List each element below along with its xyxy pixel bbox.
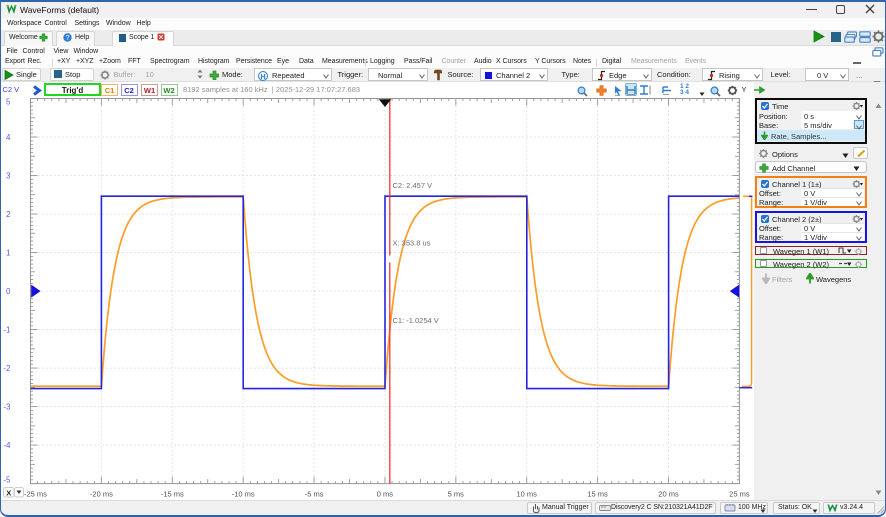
svg-text:-2: -2	[3, 364, 11, 373]
svg-text:1: 1	[6, 249, 11, 258]
svg-text:-25 ms: -25 ms	[24, 490, 47, 499]
svg-text:3: 3	[6, 172, 11, 181]
svg-text:-5 ms: -5 ms	[305, 490, 324, 499]
svg-text:25 ms: 25 ms	[729, 490, 750, 499]
svg-text:C2: 2.457 V: C2: 2.457 V	[393, 181, 433, 190]
svg-text:-20 ms: -20 ms	[90, 490, 113, 499]
svg-text:0: 0	[6, 287, 11, 296]
svg-text:10 ms: 10 ms	[516, 490, 537, 499]
svg-text:5: 5	[6, 98, 11, 107]
svg-text:20 ms: 20 ms	[658, 490, 679, 499]
svg-text:5 ms: 5 ms	[448, 490, 465, 499]
svg-text:-1: -1	[3, 326, 11, 335]
svg-text:?: ?	[66, 35, 70, 42]
svg-text:15 ms: 15 ms	[587, 490, 608, 499]
svg-text:0 ms: 0 ms	[377, 490, 394, 499]
svg-text:-3: -3	[3, 403, 11, 412]
svg-text:H: H	[260, 74, 265, 81]
svg-text:-10 ms: -10 ms	[232, 490, 255, 499]
svg-text:-5: -5	[3, 476, 11, 485]
svg-text:4: 4	[6, 133, 11, 142]
svg-text:2: 2	[6, 210, 11, 219]
svg-text:X: X	[6, 489, 11, 498]
svg-text:C1: -1.0254 V: C1: -1.0254 V	[393, 316, 439, 325]
svg-text:-4: -4	[3, 441, 11, 450]
svg-text:-15 ms: -15 ms	[161, 490, 184, 499]
svg-text:X: 353.8 us: X: 353.8 us	[393, 239, 431, 248]
